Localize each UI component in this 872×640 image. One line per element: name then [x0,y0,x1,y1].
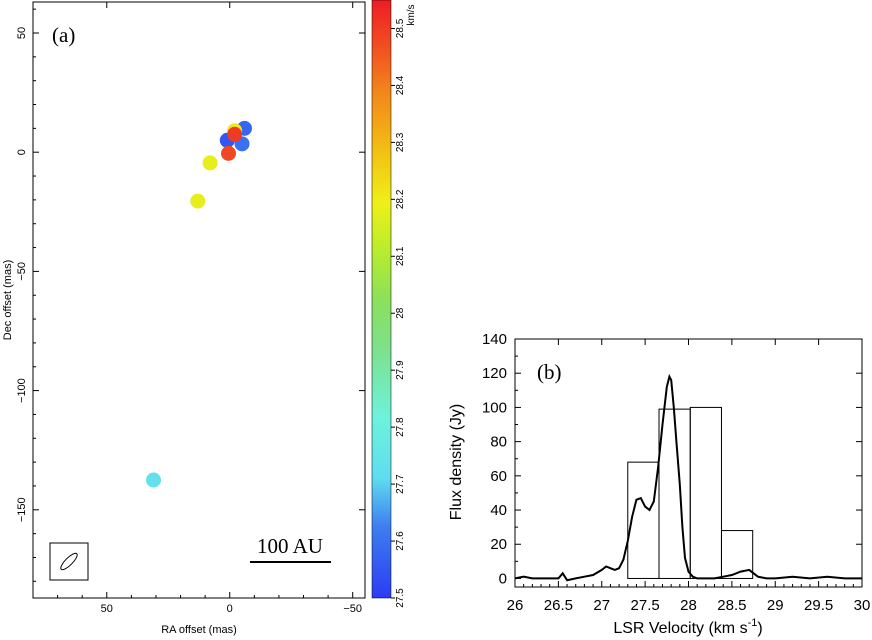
colorbar-tick-label: 27.7 [395,474,406,494]
spectrum-line [514,373,862,582]
panel-b-x-title-end: ) [757,620,762,637]
colorbar-tick-label: 28.5 [395,18,406,38]
colorbar-tick-label: 27.6 [395,531,406,551]
y-tick-label: 0 [499,570,507,587]
panel-a-ticks [33,2,365,598]
y-tick-label: 50 [16,27,28,39]
maser-spot [202,155,218,171]
y-tick-label: 100 [482,399,507,416]
panel-b-x-title-main: LSR Velocity (km s [613,620,747,637]
maser-spot [146,472,162,488]
histogram-bars [627,406,754,579]
maser-spots [146,120,252,488]
colorbar-ticks: 27.5 27.6 27.7 27.8 27.9 28 28.1 28.2 28.3 28.4 28… [391,18,406,608]
x-tick-label: 27 [593,597,610,614]
panel-b-y-title: Flux density (Jy) [448,404,465,520]
x-tick-label: 26.5 [544,597,573,614]
beam-box [49,542,89,581]
panel-a-x-tick-labels: 50 0 −50 [101,603,362,615]
colorbar-tick-label: 28.2 [395,189,406,209]
colorbar-unit-label: km/s [406,4,417,25]
histogram-bar [689,406,722,579]
colorbar-gradient [371,0,392,599]
x-tick-label: 0 [227,603,233,615]
panel-a-y-title: Dec offset (mas) [2,260,14,341]
colorbar: 27.5 27.6 27.7 27.8 27.9 28 28.1 28.2 28.3 28.4 28… [371,0,417,608]
x-tick-label: 29 [767,597,784,614]
maser-spot [190,193,206,209]
panel-b-x-tick-labels: 26 26.5 27 27.5 28 28.5 29 29.5 30 [507,597,871,614]
y-tick-label: 60 [490,468,507,485]
y-tick-label: 140 [482,331,507,348]
x-tick-label: 28 [680,597,697,614]
y-tick-label: −50 [16,262,28,281]
y-tick-label: 120 [482,365,507,382]
colorbar-tick-label: 28.1 [395,246,406,266]
panel-b: 26 26.5 27 27.5 28 28.5 29 29.5 30 0 20 40 60 80 100 1… [448,331,870,637]
panel-a-label: (a) [52,23,75,47]
panel-b-ticks [514,338,863,587]
colorbar-tick-label: 27.5 [395,588,406,608]
y-tick-label: 20 [490,536,507,553]
panel-b-label: (b) [537,360,562,384]
panel-b-x-title: LSR Velocity (km s-1) [613,617,762,637]
x-tick-label: 28.5 [717,597,746,614]
y-tick-label: 80 [490,434,507,451]
panel-a-y-tick-labels: 50 0 −50 −100 −150 [16,27,28,522]
panel-a-x-title: RA offset (mas) [161,624,237,636]
y-tick-label: 0 [16,149,28,155]
colorbar-tick-label: 28.3 [395,132,406,152]
x-tick-label: 50 [101,603,113,615]
beam-ellipse [60,552,78,571]
panel-a: 50 0 −50 50 0 −50 −100 −150 (a) RA offset (mas… [2,1,366,636]
x-tick-label: −50 [343,603,362,615]
y-tick-label: 40 [490,502,507,519]
maser-spot [221,145,237,161]
colorbar-tick-label: 28 [395,307,406,319]
panel-b-y-tick-labels: 0 20 40 60 80 100 120 140 [482,331,507,587]
panel-b-x-title-sup: -1 [748,617,758,629]
x-tick-label: 30 [854,597,871,614]
x-tick-label: 29.5 [804,597,833,614]
colorbar-tick-label: 27.9 [395,360,406,380]
colorbar-tick-label: 27.8 [395,417,406,437]
y-tick-label: −100 [16,378,28,403]
panel-a-frame [32,1,366,599]
y-tick-label: −150 [16,497,28,522]
maser-spot [227,126,243,142]
colorbar-tick-label: 28.4 [395,75,406,95]
histogram-bar [720,530,754,579]
panel-b-frame [514,338,863,588]
x-tick-label: 26 [507,597,524,614]
scale-bar-label: 100 AU [257,534,323,558]
x-tick-label: 27.5 [631,597,660,614]
